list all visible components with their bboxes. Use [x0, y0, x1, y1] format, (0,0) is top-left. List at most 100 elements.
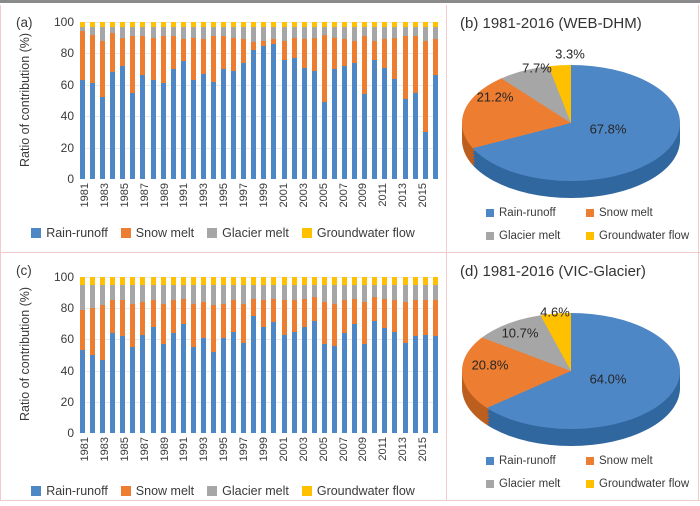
segment-snow-melt [190, 37, 196, 81]
segment-rain-runoff [221, 337, 227, 433]
legend-label: Snow melt [599, 455, 653, 467]
segment-groundwater-flow [90, 277, 96, 285]
segment-rain-runoff [190, 80, 196, 179]
bar-1984 [110, 277, 116, 433]
x-tick-label-2009: 2009 [357, 437, 370, 462]
segment-snow-melt [251, 42, 257, 51]
y-axis: 0 20 40 60 80 100 [40, 15, 74, 186]
bar-1999 [261, 22, 267, 179]
y-axis-title: Ratio of contribution (%) [18, 32, 32, 168]
y-tick-label-80: 80 [60, 46, 74, 61]
segment-snow-melt [402, 36, 408, 99]
segment-glacier-melt [372, 284, 378, 298]
figure-bottom-border [0, 500, 700, 501]
x-slot-1985: 1985 [119, 183, 131, 227]
bar-1994 [211, 22, 217, 179]
segment-rain-runoff [301, 67, 307, 179]
y-tick-label-40: 40 [60, 363, 74, 378]
segment-snow-melt [261, 40, 267, 46]
x-slot-2011: 2011 [377, 183, 389, 227]
segment-groundwater-flow [160, 22, 166, 27]
x-slot-1985: 1985 [119, 437, 131, 481]
x-tick-label-2013: 2013 [397, 183, 410, 208]
segment-glacier-melt [301, 284, 307, 299]
segment-rain-runoff [120, 65, 126, 179]
segment-snow-melt [150, 300, 156, 327]
segment-glacier-melt [80, 284, 85, 310]
legend-item-glacier-melt: Glacier melt [486, 478, 586, 490]
bar-1996 [231, 22, 237, 179]
segment-glacier-melt [231, 284, 237, 301]
x-slot-2016 [428, 183, 438, 227]
legend-item-glacier-melt: Glacier melt [207, 484, 289, 498]
bar-2013 [402, 277, 408, 433]
x-tick-label-1983: 1983 [98, 437, 111, 462]
x-slot-2015: 2015 [417, 183, 429, 227]
segment-glacier-melt [271, 284, 277, 299]
bar-2015 [422, 277, 428, 433]
segment-snow-melt [120, 300, 126, 337]
segment-glacier-melt [352, 26, 358, 41]
segment-glacier-melt [291, 26, 297, 38]
segment-glacier-melt [231, 26, 237, 38]
segment-snow-melt [160, 303, 166, 345]
bar-2011 [382, 277, 388, 433]
segment-groundwater-flow [321, 277, 327, 285]
bar-1996 [231, 277, 237, 433]
segment-glacier-melt [372, 26, 378, 41]
legend-item-glacier-melt: Glacier melt [207, 226, 289, 240]
segment-glacier-melt [331, 26, 337, 38]
x-slot-1981: 1981 [79, 437, 91, 481]
segment-rain-runoff [311, 320, 317, 433]
segment-glacier-melt [150, 284, 156, 301]
legend-item-groundwater-flow: Groundwater flow [301, 484, 415, 498]
segment-snow-melt [231, 37, 237, 71]
segment-groundwater-flow [130, 277, 136, 285]
segment-snow-melt [432, 300, 438, 337]
legend-swatch-groundwater-flow [301, 228, 312, 238]
pie-slice-label-groundwater-flow: 3.3% [555, 46, 585, 62]
x-tick-label-1991: 1991 [178, 437, 191, 462]
legend-swatch-rain-runoff [31, 228, 42, 238]
x-tick-label-1995: 1995 [218, 437, 231, 462]
bar-2016 [432, 277, 438, 433]
segment-groundwater-flow [221, 22, 227, 27]
bar-1984 [110, 22, 116, 179]
legend-item-rain-runoff: Rain-runoff [31, 226, 108, 240]
segment-rain-runoff [170, 69, 176, 179]
segment-rain-runoff [321, 344, 327, 433]
segment-glacier-melt [170, 26, 176, 37]
legend: Rain-runoff Snow melt Glacier melt Groundwa… [2, 484, 444, 498]
bar-2004 [311, 277, 317, 433]
segment-glacier-melt [140, 26, 146, 37]
bar-2014 [412, 22, 418, 179]
bar-2006 [331, 22, 337, 179]
x-slot-1997: 1997 [238, 437, 250, 481]
segment-groundwater-flow [170, 277, 176, 285]
segment-glacier-melt [392, 26, 398, 38]
segment-glacier-melt [281, 26, 287, 41]
segment-snow-melt [271, 39, 277, 44]
legend-label: Glacier melt [499, 230, 561, 242]
segment-groundwater-flow [342, 277, 348, 285]
segment-snow-melt [392, 300, 398, 332]
x-axis: 1981 1983 1985 1987 1989 1991 1993 1995 1997 1999… [79, 437, 438, 481]
segment-glacier-melt [311, 26, 317, 38]
legend-label: Snow melt [599, 207, 653, 219]
y-tick-label-0: 0 [67, 426, 74, 440]
segment-glacier-melt [402, 284, 408, 302]
segment-groundwater-flow [231, 277, 237, 285]
segment-groundwater-flow [382, 22, 388, 27]
segment-rain-runoff [150, 80, 156, 179]
segment-snow-melt [352, 298, 358, 324]
segment-groundwater-flow [402, 22, 408, 27]
segment-rain-runoff [241, 342, 247, 433]
segment-rain-runoff [422, 334, 428, 433]
panel-divider-vertical [446, 5, 447, 501]
bar-2008 [352, 277, 358, 433]
segment-groundwater-flow [190, 277, 196, 285]
legend-swatch-glacier-melt [207, 486, 218, 496]
y-tick-label-60: 60 [60, 332, 74, 347]
segment-groundwater-flow [271, 22, 277, 27]
segment-rain-runoff [221, 69, 227, 179]
